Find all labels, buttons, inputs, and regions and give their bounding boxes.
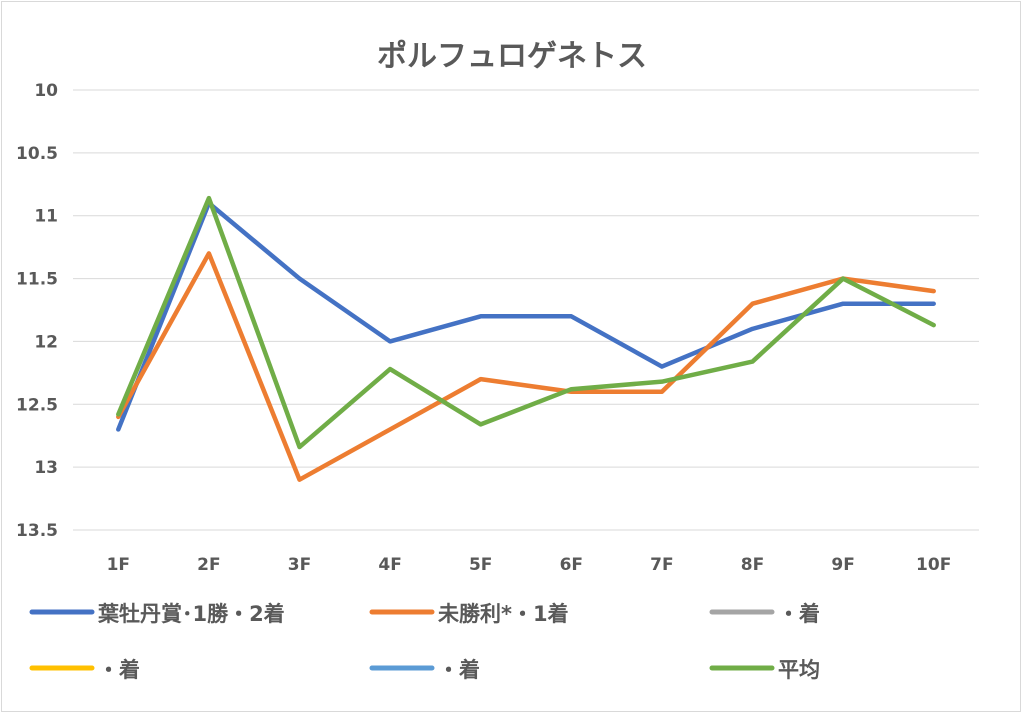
series-line bbox=[116, 195, 936, 450]
x-tick-label: 6F bbox=[560, 555, 583, 575]
series-line bbox=[116, 200, 936, 432]
y-tick-label: 11 bbox=[34, 207, 58, 227]
legend-label: ・着 bbox=[438, 658, 480, 682]
x-tick-label: 9F bbox=[831, 555, 854, 575]
y-tick-label: 13 bbox=[34, 458, 58, 478]
x-tick-label: 7F bbox=[650, 555, 673, 575]
x-tick-label: 8F bbox=[741, 555, 764, 575]
x-tick-label: 10F bbox=[916, 555, 951, 575]
legend-label: 葉牡丹賞･1勝・2着 bbox=[97, 602, 285, 626]
y-tick-label: 11.5 bbox=[16, 270, 58, 290]
series-line bbox=[116, 251, 936, 482]
chart-title: ポルフュロゲネトス bbox=[377, 39, 647, 74]
y-tick-label: 12.5 bbox=[16, 395, 58, 415]
x-tick-label: 5F bbox=[469, 555, 492, 575]
legend-label: 未勝利*・1着 bbox=[438, 602, 569, 626]
y-tick-label: 10.5 bbox=[16, 144, 58, 164]
legend-label: ・着 bbox=[98, 658, 140, 682]
x-tick-label: 3F bbox=[288, 555, 311, 575]
y-tick-label: 13.5 bbox=[16, 521, 58, 541]
legend-label: ・着 bbox=[778, 602, 820, 626]
x-tick-label: 1F bbox=[107, 555, 130, 575]
y-tick-label: 12 bbox=[34, 332, 58, 352]
x-tick-label: 4F bbox=[378, 555, 401, 575]
y-tick-label: 10 bbox=[34, 81, 58, 101]
x-tick-label: 2F bbox=[197, 555, 220, 575]
legend-label: 平均 bbox=[778, 658, 820, 682]
